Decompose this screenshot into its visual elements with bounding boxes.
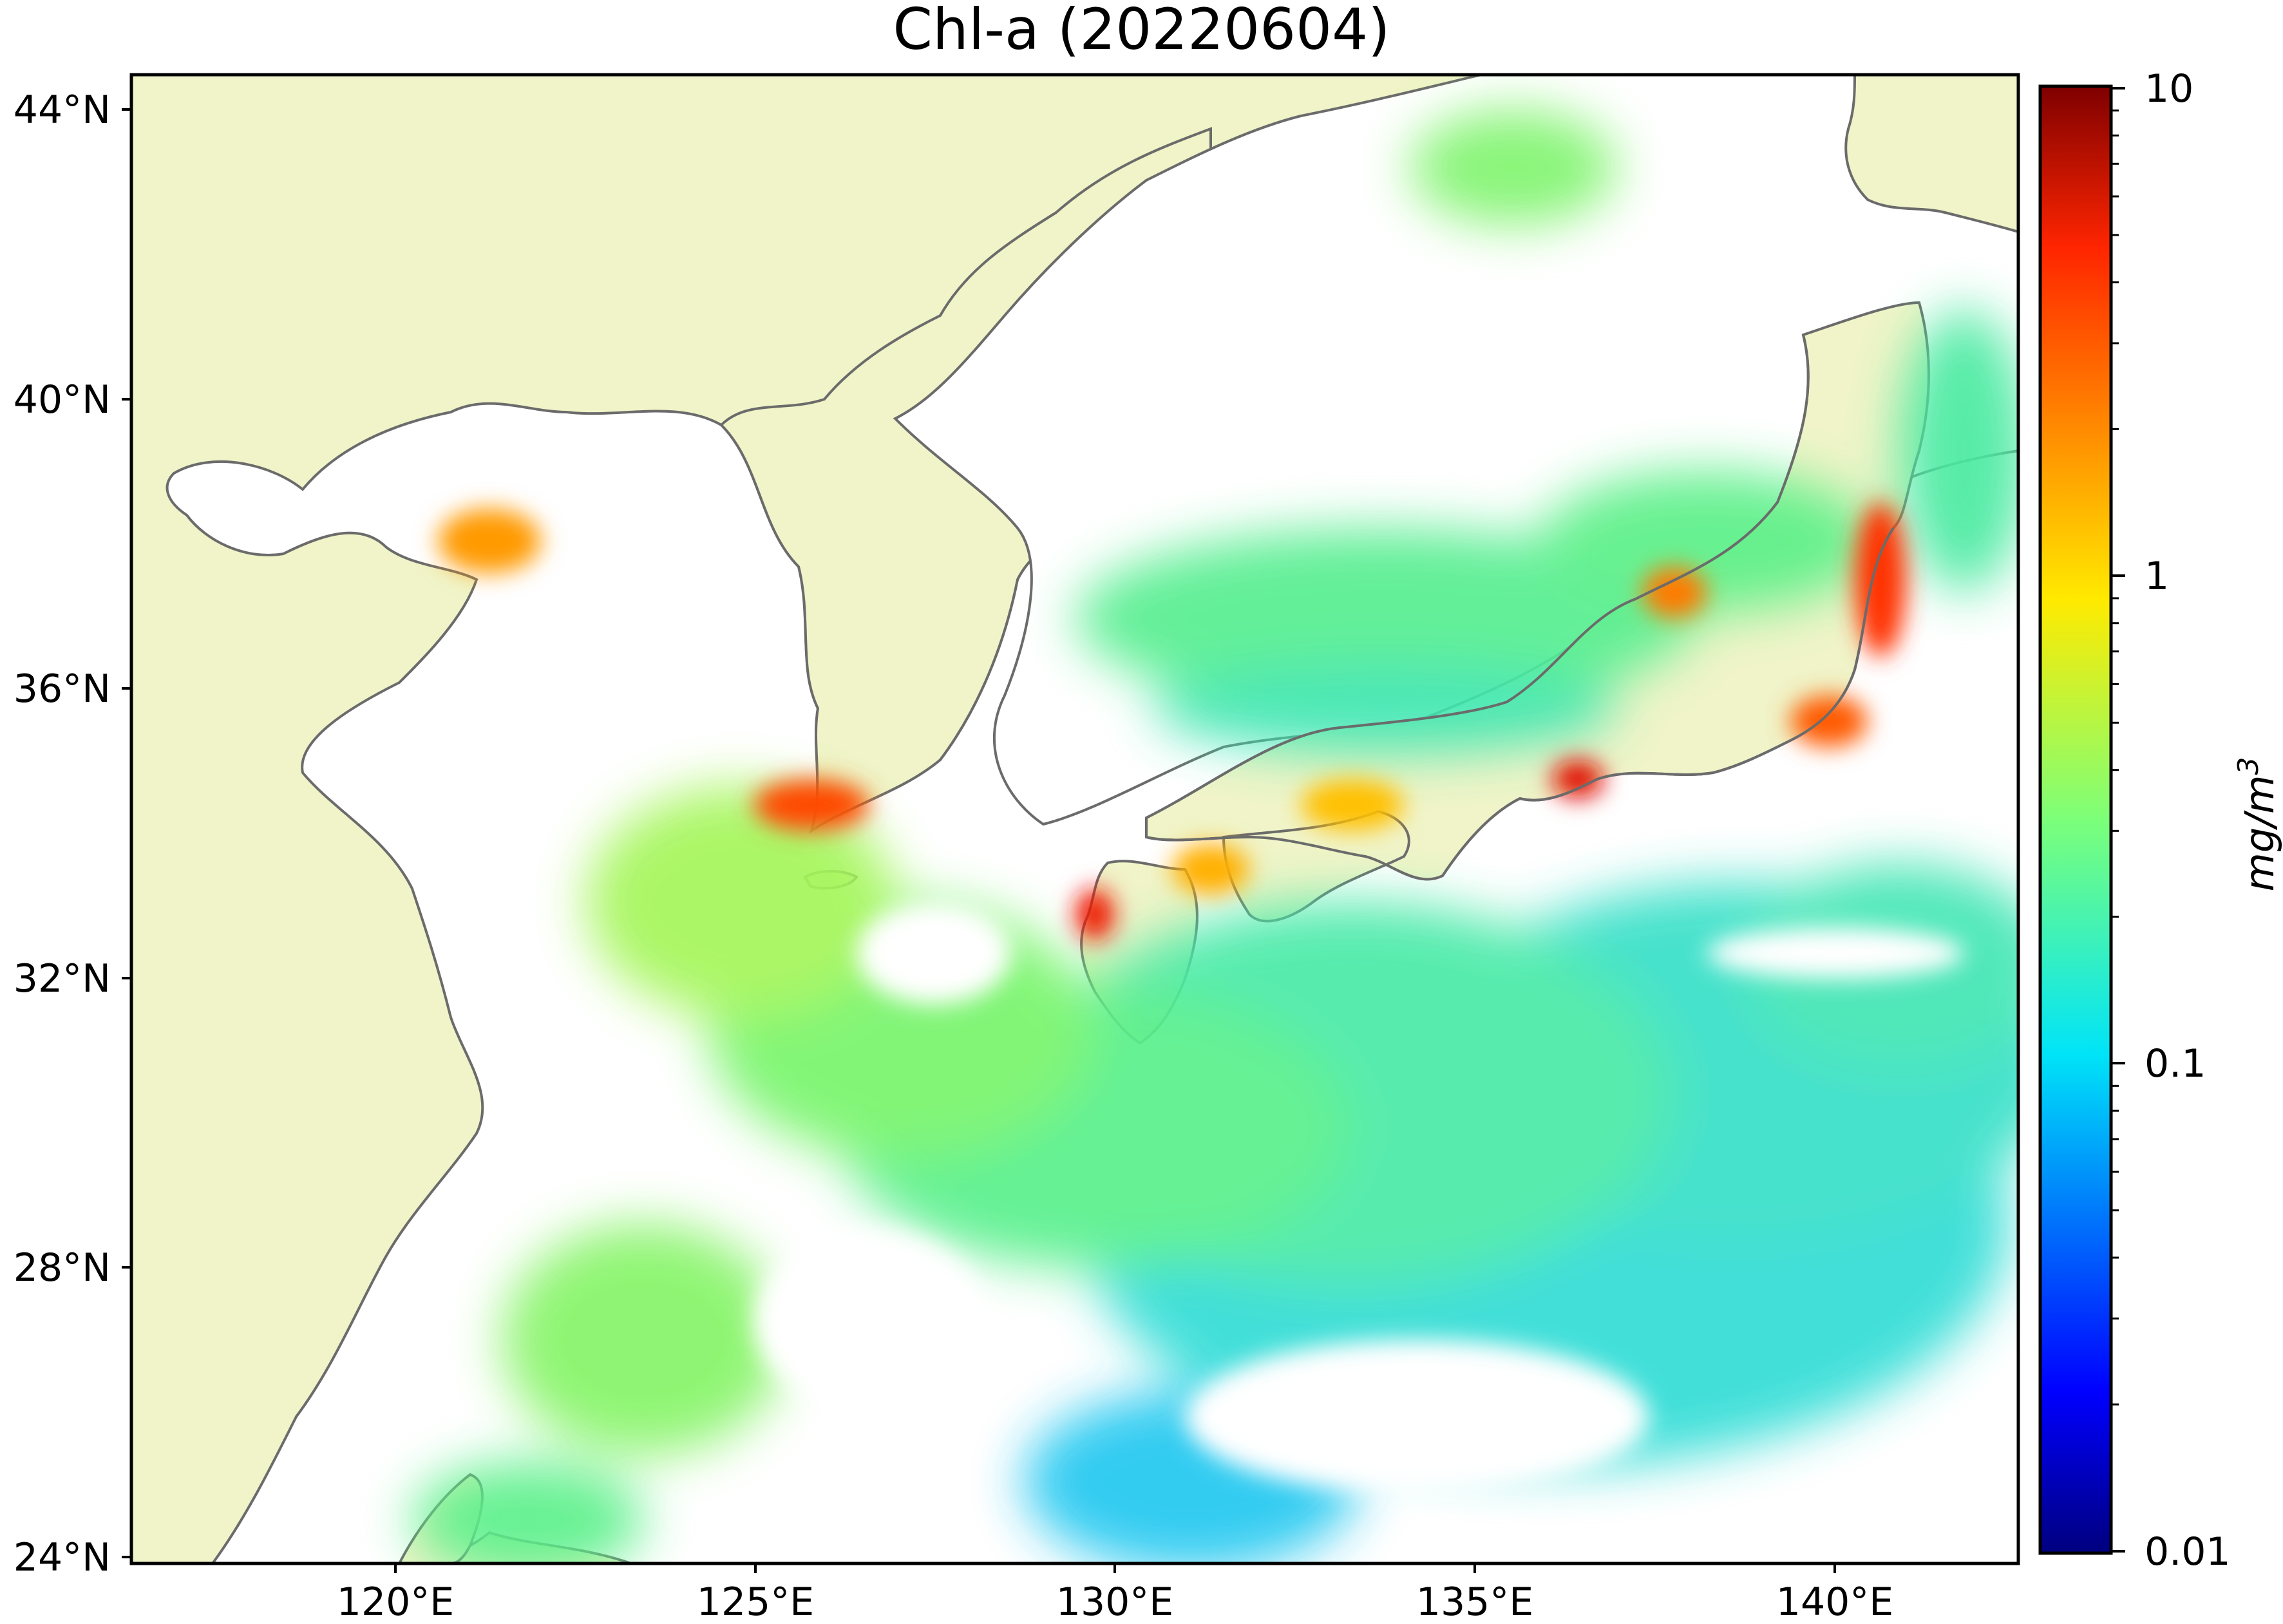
map-frame (129, 73, 2020, 1565)
chlorophyll-layer (412, 109, 2018, 1563)
lon-tick-label: 130°E (1056, 1580, 1173, 1624)
lon-tick-label: 135°E (1416, 1580, 1533, 1624)
lat-tick-label: 28°N (14, 1245, 111, 1290)
cloud-mask (753, 902, 1964, 1494)
high-chl-coastal (438, 502, 1906, 940)
lat-tick-label: 36°N (14, 666, 111, 712)
map-panel (131, 75, 2018, 1563)
colorbar-tick-label: 1 (2145, 554, 2169, 599)
colorbar-gradient (2038, 84, 2113, 1555)
colorbar-unit-label: mg/m3 (2232, 757, 2283, 891)
colorbar-tick-label: 0.01 (2145, 1529, 2231, 1574)
lon-tick-label: 125°E (697, 1580, 814, 1624)
coastline (1146, 334, 1895, 881)
hokkaido-island (1844, 75, 2018, 234)
lon-tick-label: 140°E (1776, 1580, 1893, 1624)
lon-tick-label: 120°E (337, 1580, 454, 1624)
lat-tick-label: 44°N (14, 88, 111, 133)
latitude-axis: 44°N 40°N 36°N 32°N 28°N 24°N (14, 88, 131, 1580)
colorbar: 10 1 0.1 0.01 mg/m3 (2038, 66, 2283, 1574)
lat-tick-label: 24°N (14, 1535, 111, 1580)
colorbar-tick-label: 0.1 (2145, 1041, 2206, 1086)
lat-tick-label: 40°N (14, 377, 111, 422)
map-title: Chl-a (20220604) (893, 0, 1390, 62)
longitude-axis: 120°E 125°E 130°E 135°E 140°E (337, 1563, 1893, 1624)
lat-tick-label: 32°N (14, 956, 111, 1001)
colorbar-tick-label: 10 (2145, 66, 2193, 111)
